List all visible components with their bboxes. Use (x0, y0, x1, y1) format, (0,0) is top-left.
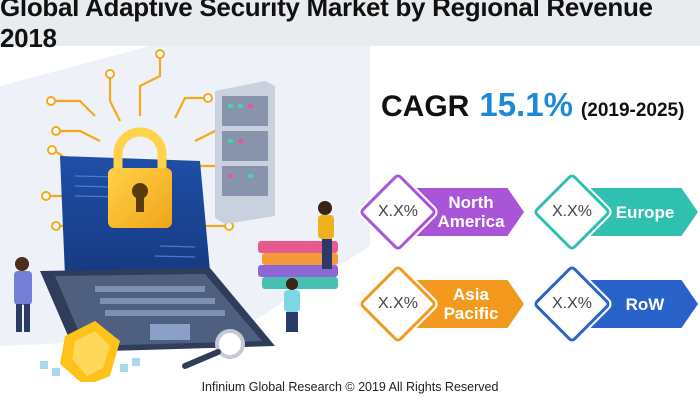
region-label: RoW (625, 294, 665, 314)
security-illustration (0, 46, 370, 382)
shield-icon (60, 321, 120, 382)
server-rack-icon (215, 81, 275, 224)
region-label: Europe (615, 202, 675, 222)
cagr-value: 15.1% (479, 86, 573, 123)
region-value: X.X% (551, 203, 592, 220)
region-label: North America (437, 193, 505, 231)
cagr-label: CAGR (381, 90, 470, 123)
region-value: X.X% (377, 203, 418, 220)
region-north-america: X.X% North America (358, 172, 526, 252)
region-label: Asia Pacific (443, 285, 499, 323)
person-icon (14, 257, 32, 332)
page-title: Global Adaptive Security Market by Regio… (0, 0, 653, 53)
region-value: X.X% (551, 295, 592, 312)
region-row: X.X% RoW (532, 264, 700, 344)
region-value: X.X% (377, 295, 418, 312)
padlock-icon (108, 127, 172, 228)
region-asia-pacific: X.X% Asia Pacific (358, 264, 526, 344)
cagr-headline: CAGR 15.1% (2019-2025) (381, 86, 684, 124)
title-bar: Global Adaptive Security Market by Regio… (0, 0, 700, 53)
magnifier-icon (182, 329, 245, 369)
cagr-period: (2019-2025) (580, 100, 685, 121)
region-europe: X.X% Europe (532, 172, 700, 252)
copyright-footer: Infinium Global Research © 2019 All Righ… (201, 380, 499, 394)
